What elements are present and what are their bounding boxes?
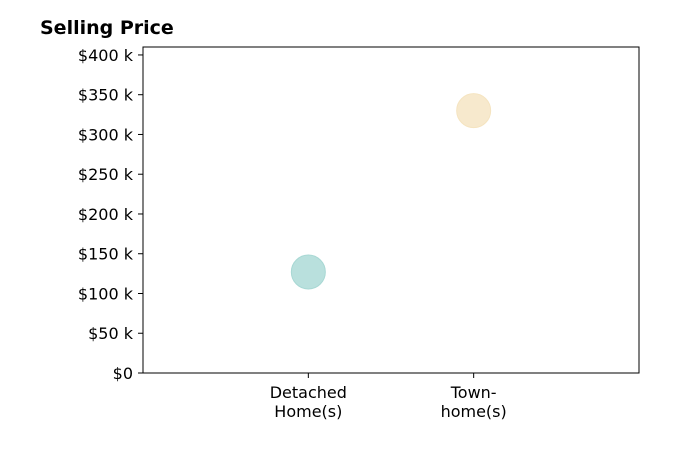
y-tick-label: $0	[113, 364, 133, 383]
y-tick-label: $200 k	[78, 205, 134, 224]
y-tick-label: $400 k	[78, 46, 134, 65]
x-tick-label-line: home(s)	[441, 402, 507, 421]
x-tick-label: Detached Home(s)	[270, 383, 347, 421]
data-point	[456, 93, 492, 129]
x-axis: Detached Home(s) Town-home(s)	[270, 373, 507, 421]
y-tick-label: $350 k	[78, 86, 134, 105]
x-tick-label: Town-home(s)	[441, 383, 507, 421]
data-point	[290, 254, 326, 290]
y-tick-label: $300 k	[78, 125, 134, 144]
x-tick-label-line: Town-	[450, 383, 497, 402]
y-tick-label: $100 k	[78, 284, 134, 303]
plot-area-frame	[142, 46, 640, 374]
y-tick-label: $250 k	[78, 165, 134, 184]
chart-title: Selling Price	[40, 17, 174, 39]
y-tick-label: $150 k	[78, 245, 134, 264]
x-tick-label-line: Detached	[270, 383, 347, 402]
y-axis: $0 $50 k $100 k $150 k $200 k $250 k $300 k $35…	[78, 46, 143, 383]
x-tick-label-line: Home(s)	[274, 402, 342, 421]
data-points	[290, 93, 492, 290]
y-tick-label: $50 k	[88, 324, 134, 343]
